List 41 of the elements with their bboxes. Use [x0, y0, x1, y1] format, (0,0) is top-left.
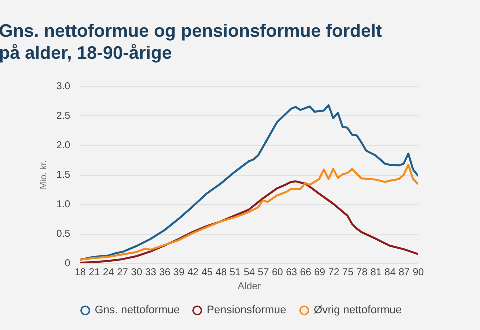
x-tick-label: 36 [159, 268, 171, 278]
x-tick-label: 75 [342, 268, 354, 278]
x-tick-label: 54 [244, 268, 256, 278]
y-tick-label: 0 [64, 258, 71, 270]
x-tick-label: 63 [286, 268, 298, 278]
x-tick-label: 90 [412, 268, 424, 278]
x-tick-label: 69 [314, 268, 326, 278]
x-tick-label: 45 [202, 268, 214, 278]
chart-title: Gns. nettoformue og pensionsformue fordelt på alder, 18-90-årige [0, 21, 382, 63]
x-tick-label: 48 [216, 268, 228, 278]
x-tick-label: 21 [89, 268, 101, 278]
line-series [80, 164, 418, 262]
x-tick-label: 33 [145, 268, 157, 278]
y-tick-label: 0.5 [56, 229, 71, 240]
x-tick-label: 81 [370, 268, 382, 278]
y-tick-label: 2.5 [56, 111, 71, 122]
x-tick-label: 39 [174, 268, 186, 278]
legend-label: Gns. nettoformue [95, 304, 180, 317]
y-tick-label: 1.5 [56, 170, 71, 181]
x-tick-label: 87 [398, 268, 410, 278]
x-tick-label: 24 [103, 268, 115, 278]
x-tick-label: 51 [230, 268, 242, 278]
x-tick-label: 84 [384, 268, 396, 278]
x-tick-label: 27 [117, 268, 129, 278]
x-tick-label: 18 [74, 268, 86, 278]
x-axis-title: Alder [238, 282, 262, 292]
x-tick-label: 66 [300, 268, 312, 278]
x-tick-label: 72 [328, 268, 340, 278]
y-tick-label: 3.0 [56, 82, 71, 92]
x-tick-label: 57 [258, 268, 270, 278]
line-series [80, 180, 418, 263]
x-tick-label: 60 [272, 268, 284, 278]
legend-label: Øvrig nettoformue [314, 304, 402, 317]
x-tick-label: 30 [131, 268, 143, 278]
y-axis-title: Mio. kr. [38, 160, 49, 190]
x-tick-label: 42 [188, 268, 200, 278]
legend-label: Pensionsformue [207, 304, 286, 317]
line-series [80, 104, 418, 262]
y-tick-label: 2.0 [56, 140, 71, 152]
x-tick-label: 78 [356, 268, 368, 278]
y-tick-label: 1.0 [56, 200, 71, 210]
